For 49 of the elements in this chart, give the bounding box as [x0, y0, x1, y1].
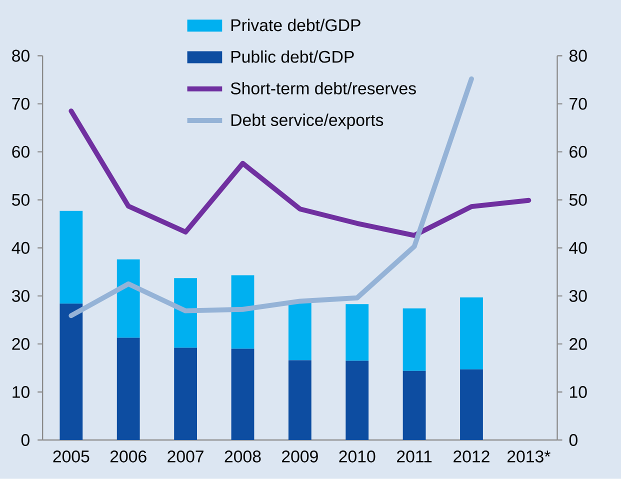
y2-tick-label: 30: [569, 290, 587, 302]
x-tick-label: 2013*: [508, 450, 550, 463]
y-tick-label: 40: [12, 242, 30, 254]
x-tick-label: 2008: [224, 450, 261, 463]
bar: [346, 360, 369, 440]
legend-label: Debt service/exports: [231, 114, 384, 130]
bar: [116, 338, 140, 440]
bar: [174, 348, 197, 440]
y2-tick-label: 0: [569, 434, 578, 446]
x-tick-label: 2009: [282, 450, 318, 463]
legend-label: Private debt/GDP: [231, 18, 360, 32]
legend-label: Public debt/GDP: [231, 50, 354, 63]
y-tick-label: 0: [21, 434, 30, 446]
y2-tick-label: 40: [569, 242, 587, 254]
y2-tick-label: 20: [570, 338, 587, 350]
y2-tick-label: 80: [569, 50, 587, 62]
bar: [288, 360, 312, 440]
bar: [346, 304, 369, 361]
y-tick-label: 80: [12, 50, 30, 62]
line-series: [68, 108, 532, 238]
y-tick-label: 30: [12, 290, 30, 302]
bar: [60, 304, 83, 440]
y-tick-label: 70: [12, 98, 30, 110]
bar: [116, 259, 140, 338]
y2-tick-label: 50: [569, 194, 587, 206]
y2-tick-label: 10: [570, 386, 587, 398]
bar: [231, 275, 254, 349]
bar: [460, 297, 483, 370]
y-tick-label: 10: [12, 386, 30, 398]
y2-tick-label: 70: [570, 98, 587, 110]
y-tick-label: 50: [12, 194, 30, 206]
bar: [288, 301, 312, 360]
bar: [174, 278, 197, 348]
bar: [60, 210, 83, 304]
x-tick-label: 2011: [397, 450, 432, 463]
bar: [460, 369, 483, 440]
bar: [402, 308, 426, 371]
y-tick-label: 20: [12, 338, 30, 350]
bar: [402, 370, 426, 440]
x-tick-label: 2006: [110, 450, 146, 463]
x-tick-label: 2010: [339, 450, 376, 463]
y2-tick-label: 60: [570, 146, 587, 158]
legend-label: Short-term debt/reserves: [230, 82, 416, 94]
bar: [231, 348, 254, 440]
y-tick-label: 60: [12, 146, 30, 158]
x-tick-label: 2005: [53, 450, 90, 463]
x-tick-label: 2007: [168, 450, 204, 463]
line-series: [68, 76, 474, 318]
x-tick-label: 2012: [454, 450, 490, 463]
